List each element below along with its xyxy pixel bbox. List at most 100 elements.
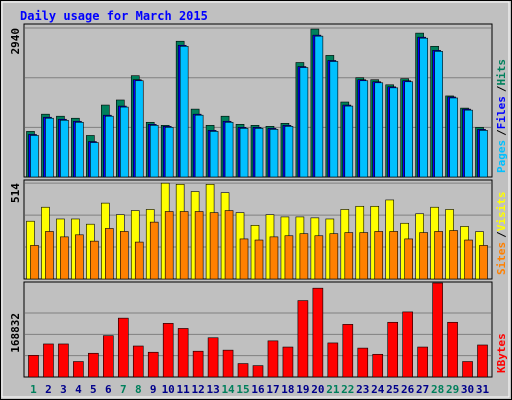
x-tick-label: 13 (206, 383, 219, 396)
legend-entry: Pages (495, 140, 508, 173)
bar (119, 231, 129, 280)
bar (222, 349, 234, 378)
bar (447, 321, 458, 378)
x-tick-label: 31 (476, 383, 490, 396)
x-tick-label: 30 (461, 383, 474, 396)
bar (359, 80, 369, 178)
bar (209, 212, 219, 280)
bar (464, 109, 473, 178)
bar (297, 300, 309, 378)
bar (105, 115, 114, 178)
bar (75, 121, 84, 178)
bar (45, 231, 54, 280)
bar (314, 35, 324, 178)
bar (282, 346, 294, 378)
bar (464, 239, 473, 280)
bar (164, 127, 174, 178)
bar (194, 211, 204, 280)
x-tick-label: 24 (371, 383, 385, 396)
bar (449, 230, 458, 280)
x-tick-label: 16 (251, 383, 265, 396)
bar (387, 321, 399, 378)
bar (43, 343, 54, 378)
x-tick-label: 15 (236, 383, 249, 396)
bar (237, 363, 249, 378)
bar (434, 51, 443, 178)
bar (329, 61, 339, 178)
bar (267, 340, 279, 378)
bar (60, 236, 69, 280)
bar (162, 323, 174, 378)
x-tick-label: 17 (266, 383, 279, 396)
bar (149, 221, 159, 280)
bar (462, 361, 473, 378)
bar (434, 231, 443, 280)
bar (252, 365, 264, 378)
x-tick-label: 26 (401, 383, 415, 396)
bar (75, 234, 84, 280)
x-tick-label: 21 (326, 383, 340, 396)
bar (103, 335, 114, 378)
bar (239, 238, 249, 280)
bar (134, 80, 144, 178)
bar (119, 106, 129, 178)
x-tick-label: 9 (150, 383, 157, 396)
plot-area (23, 281, 493, 378)
bar (389, 231, 399, 280)
x-tick-label: 28 (431, 383, 444, 396)
bar (402, 311, 413, 378)
bar (299, 233, 309, 280)
bar (147, 351, 159, 378)
bar (389, 87, 399, 178)
bar (88, 352, 99, 378)
legend-separator: / (495, 129, 508, 136)
bar (479, 245, 488, 280)
bar (357, 347, 369, 378)
bar (60, 119, 69, 178)
y-tick-label: 514 (9, 183, 22, 203)
bar (192, 350, 204, 378)
x-tick-label: 22 (341, 383, 354, 396)
bar (73, 361, 84, 378)
bar (224, 210, 234, 280)
x-tick-label: 4 (75, 383, 82, 396)
x-tick-label: 19 (296, 383, 309, 396)
x-tick-label: 7 (120, 383, 127, 396)
bar (117, 317, 129, 378)
bar (134, 241, 144, 280)
legend: Pages/Files/Hits (495, 59, 508, 173)
bar (132, 345, 144, 378)
x-tick-label: 8 (135, 383, 142, 396)
bar (207, 337, 219, 378)
legend-separator: / (495, 231, 508, 238)
bar (374, 82, 384, 178)
x-tick-label: 11 (177, 383, 191, 396)
legend-entry: Visits (495, 192, 508, 232)
bar (164, 211, 174, 280)
bar (224, 121, 234, 178)
bar (404, 238, 413, 280)
legend-entry: KBytes (495, 333, 508, 373)
x-tick-label: 23 (356, 383, 369, 396)
x-tick-label: 20 (311, 383, 324, 396)
x-tick-label: 10 (162, 383, 175, 396)
bar (312, 287, 324, 378)
x-tick-label: 27 (416, 383, 429, 396)
bar (30, 135, 39, 178)
legend: Sites /Visits (495, 192, 508, 276)
bar (28, 355, 39, 378)
bar (359, 232, 369, 280)
bar (177, 328, 189, 378)
y-tick-label: 2940 (9, 28, 22, 54)
bar (419, 37, 428, 178)
x-tick-label: 18 (281, 383, 294, 396)
x-tick-label: 6 (105, 383, 112, 396)
bar (269, 129, 279, 178)
bar (90, 142, 99, 178)
x-tick-label: 25 (386, 383, 399, 396)
bar (344, 105, 354, 178)
bar (194, 114, 204, 178)
bar (284, 235, 294, 280)
